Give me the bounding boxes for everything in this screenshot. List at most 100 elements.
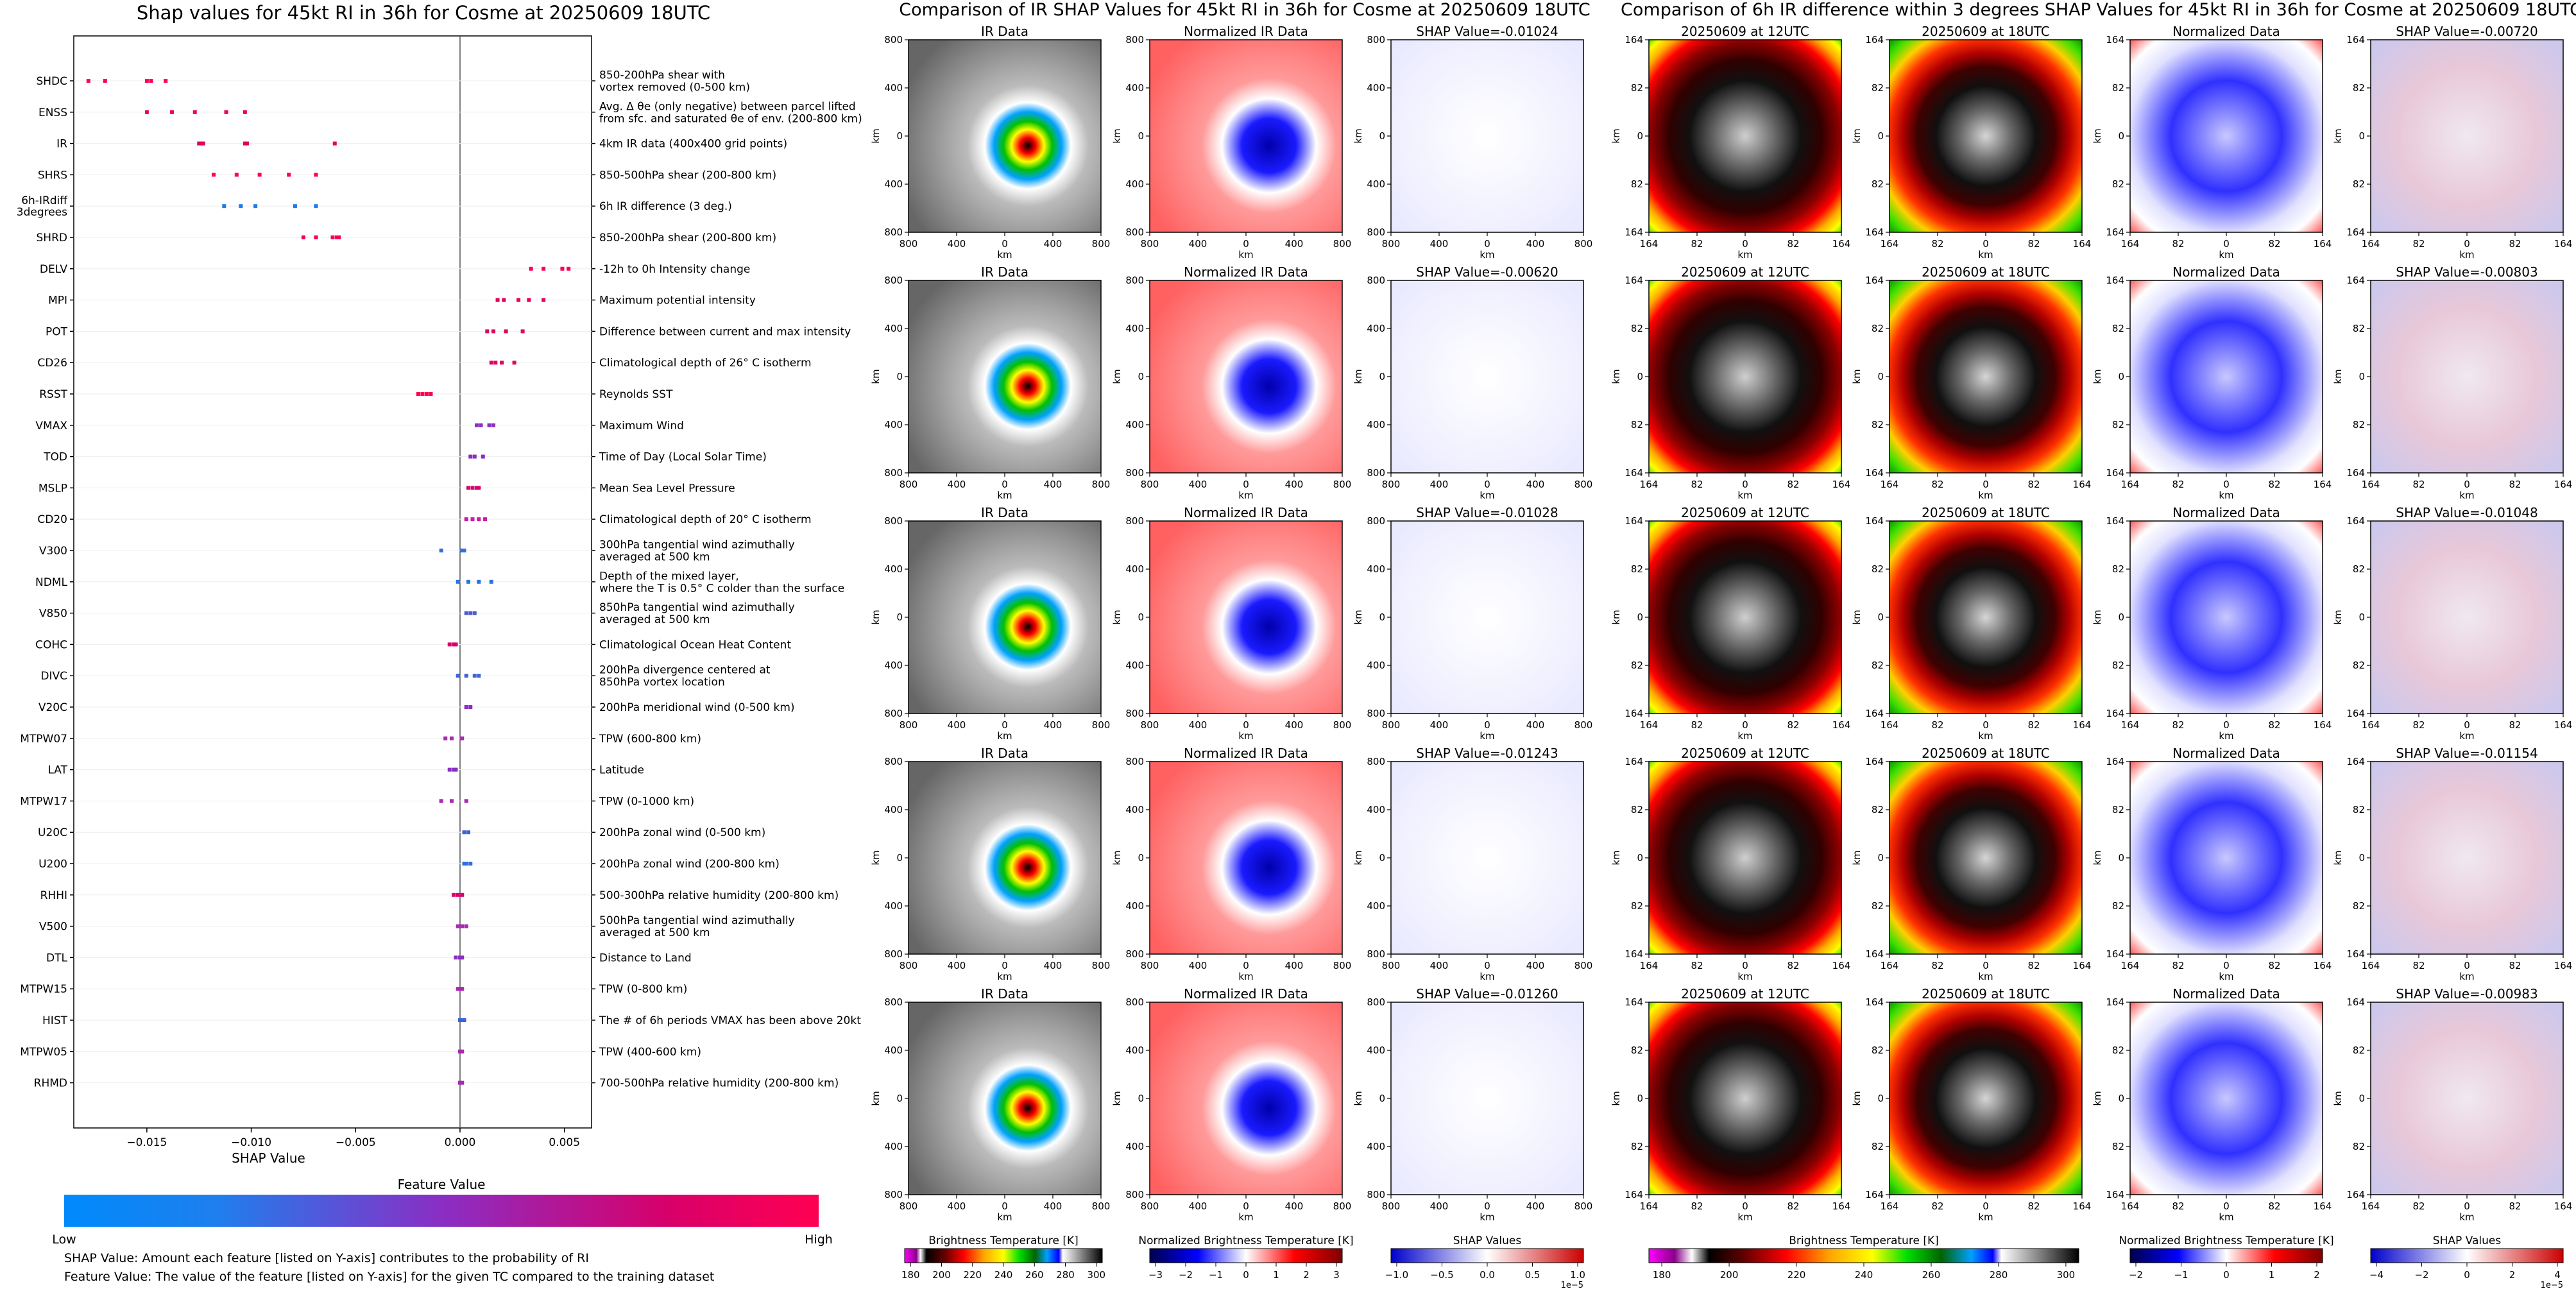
shap-point [477,579,481,584]
x-tick-label: 800 [1574,238,1593,250]
x-axis-label: km [2459,249,2474,260]
panel-title: Normalized Data [2172,264,2280,280]
x-axis-label: km [1238,971,1253,982]
feature-description: 700-500hPa relative humidity (200-800 km… [599,1077,839,1090]
colorbar-tick-label: 0 [2223,1269,2230,1281]
feature-name: U20C [38,826,67,839]
x-tick-label: 400 [1526,1200,1545,1212]
x-tick-label: 0 [1983,960,1989,971]
y-tick-label: 400 [1367,804,1385,815]
panel-image [1390,520,1584,714]
shap-point [468,611,473,615]
y-tick-label: 0 [2358,1093,2365,1104]
shap-point [456,924,460,928]
panel-image [1149,1002,1343,1195]
colorbar-tick-label: 280 [1056,1269,1075,1281]
y-tick-label: 800 [884,226,903,238]
feature-name: LAT [47,764,67,777]
y-axis-label: km [1851,850,1863,865]
feature-row-RHMD: RHMD 700-500hPa relative humidity (200-80… [34,1077,839,1090]
diff-normalized-panel: Normalized Data1641648282008282164164kmk… [2092,746,2332,982]
y-tick-label: 400 [1367,660,1385,671]
y-tick-label: 82 [1872,1045,1884,1056]
x-tick-label: 800 [1333,960,1352,971]
y-tick-label: 400 [884,804,903,815]
feature-name-line: LAT [47,764,67,777]
feature-row-COHC: COHC Climatological Ocean Heat Content [35,638,791,651]
y-tick-label: 164 [2106,708,2124,719]
shap-point [477,674,481,678]
y-axis-label: km [2092,1091,2103,1105]
feature-row-CD26: CD26 Climatological depth of 26° C isothe… [37,357,811,370]
shap-point [527,298,531,302]
shap-point [489,579,493,584]
panel-image [1889,280,2083,474]
y-tick-label: 0 [1877,852,1884,864]
feature-description: 850hPa tangential wind azimuthally averag… [599,601,795,626]
feature-description: 200hPa zonal wind (0-500 km) [599,826,765,839]
x-axis-label: km [1480,730,1494,742]
panel-title: 20250609 at 18UTC [1922,986,2050,1002]
feature-name-line: MPI [48,295,67,307]
shap-point [472,611,477,615]
feature-description: 500-300hPa relative humidity (200-800 km… [599,889,839,902]
shap-point [460,1080,465,1085]
feature-name-line: CD20 [37,513,67,526]
shap-point [462,830,466,835]
y-tick-label: 400 [884,1045,903,1056]
shap-point [429,392,433,396]
colorbar-tick-label: 300 [2057,1269,2076,1281]
diff-norm-colorbar: Normalized Brightness Temperature [K] −2 −… [2119,1234,2333,1281]
shap-point [483,517,488,522]
ir-comparison-title: Comparison of IR SHAP Values for 45kt RI… [899,0,1590,20]
y-tick-label: 164 [1865,226,1884,238]
x-tick-label: 82 [2268,238,2280,250]
x-tick-label: 82 [1691,479,1703,490]
x-tick-label: 164 [1881,960,1899,971]
panel-title: Normalized IR Data [1184,264,1308,280]
x-tick-label: 800 [1141,960,1159,971]
feature-description-line: Climatological Ocean Heat Content [599,638,791,651]
y-tick-label: 0 [1637,371,1643,382]
shap-point [287,173,291,177]
shap-point [479,423,483,427]
feature-row-RHHI: RHHI 500-300hPa relative humidity (200-80… [40,889,839,902]
feature-description: 850-200hPa shear with vortex removed (0-5… [599,69,750,94]
shap-point [164,79,168,83]
shap-point [293,204,297,209]
x-tick-label: 0.000 [445,1136,476,1149]
shap-point [487,423,491,427]
y-tick-label: 400 [884,323,903,334]
colorbar-offset: 1e−5 [2541,1281,2563,1289]
x-tick-label: 800 [1141,719,1159,731]
feature-description: 850-500hPa shear (200-800 km) [599,169,776,182]
colorbar-label: Normalized Brightness Temperature [K] [1138,1234,1353,1247]
y-tick-label: 0 [896,611,903,623]
y-tick-label: 164 [1625,996,1643,1008]
y-tick-label: 82 [1872,900,1884,912]
x-tick-label: 400 [1430,238,1449,250]
x-axis-label: km [1978,1211,1993,1223]
shap-point [502,298,506,302]
y-tick-label: 82 [2112,82,2124,94]
y-tick-label: 82 [2353,563,2365,575]
x-tick-label: 164 [1881,238,1899,250]
y-tick-label: 164 [2106,756,2124,767]
colorbar-tick-label: 1 [2269,1269,2275,1281]
diff-normalized-panel: Normalized Data1641648282008282164164kmk… [2092,24,2332,260]
feature-name-line: U200 [38,858,67,871]
shap-point [460,1018,465,1022]
x-tick-label: 800 [1141,479,1159,490]
diff-normalized-panel: Normalized Data1641648282008282164164kmk… [2092,505,2332,742]
feature-description-line: Climatological depth of 20° C isotherm [599,513,812,526]
feature-name: V20C [38,701,67,714]
shap-point [460,987,465,991]
x-tick-label: 82 [1931,238,1943,250]
colorbar-tick-label: 240 [994,1269,1013,1281]
y-tick-label: 800 [1367,948,1385,960]
y-tick-label: 400 [884,419,903,431]
x-tick-label: 0 [1983,719,1989,731]
x-tick-label: 82 [1787,479,1799,490]
y-tick-label: 400 [1125,1141,1144,1152]
feature-description: Mean Sea Level Pressure [599,482,735,495]
